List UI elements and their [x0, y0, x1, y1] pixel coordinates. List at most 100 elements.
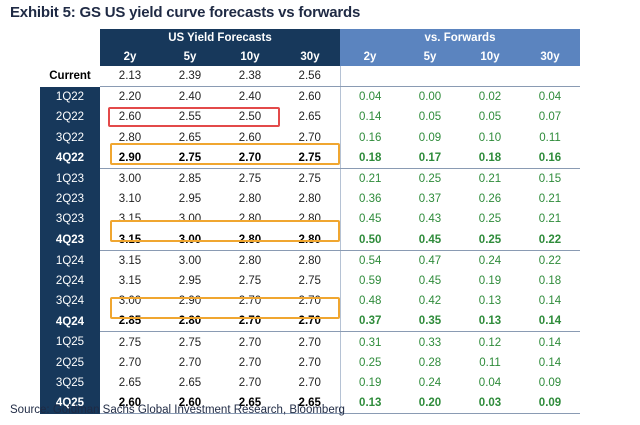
row-label: 2Q24 [40, 270, 100, 292]
forecast-cell: 2.75 [160, 331, 220, 353]
forward-diff-cell: 0.43 [400, 209, 460, 230]
exhibit-title: Exhibit 5: GS US yield curve forecasts v… [10, 4, 361, 21]
forecast-cell: 2.60 [280, 86, 340, 108]
forecast-cell: 3.10 [100, 189, 160, 210]
forecast-cell: 2.95 [160, 270, 220, 292]
table-row: Current 2.13 2.39 2.38 2.56 [40, 66, 580, 88]
forecast-cell: 2.75 [220, 168, 280, 190]
forward-diff-cell: 0.37 [339, 311, 400, 333]
col-header-forward-2y: 2y [340, 47, 400, 66]
forecast-cell: 2.75 [220, 270, 280, 292]
table-row: 2Q25 2.70 2.70 2.70 2.70 0.25 0.28 0.11 0.14 [40, 352, 580, 373]
forecast-cell: 3.15 [100, 209, 160, 230]
forward-diff-cell: 0.19 [339, 372, 400, 393]
forward-diff-cell: 0.59 [339, 270, 400, 292]
forecast-cell: 2.70 [280, 331, 340, 353]
forward-diff-cell: 0.19 [460, 270, 520, 292]
forward-diff-cell: 0.25 [460, 209, 520, 230]
forecast-cell: 2.70 [220, 331, 280, 353]
forecast-cell: 2.50 [220, 107, 280, 128]
forward-diff-cell: 0.14 [520, 352, 580, 373]
forward-diff-cell: 0.13 [460, 311, 520, 333]
forward-diff-cell: 0.15 [520, 168, 580, 190]
forward-diff-cell: 0.05 [400, 107, 460, 128]
forward-diff-cell: 0.35 [400, 311, 460, 333]
forward-diff-cell: 0.25 [460, 229, 520, 251]
col-header-forecast-10y: 10y [220, 47, 280, 66]
forecast-cell: 3.00 [160, 209, 220, 230]
yield-forecast-table: US Yield Forecasts vs. Forwards 2y 5y 10… [40, 29, 580, 415]
forward-diff-cell: 0.11 [460, 352, 520, 373]
table-row: 1Q23 3.00 2.85 2.75 2.75 0.21 0.25 0.21 0.15 [40, 168, 580, 190]
forward-diff-cell: 0.04 [460, 372, 520, 393]
forecast-cell: 2.85 [100, 311, 160, 333]
forward-diff-cell: 0.28 [400, 352, 460, 373]
forward-diff-cell: 0.24 [400, 372, 460, 393]
forward-diff-cell: 0.45 [400, 270, 460, 292]
row-label: 2Q22 [40, 107, 100, 128]
forward-diff-cell: 0.00 [400, 86, 460, 108]
forward-diff-cell: 0.14 [520, 311, 580, 333]
forward-diff-cell: 0.12 [460, 331, 520, 353]
forecast-cell: 2.60 [160, 393, 220, 415]
forecast-cell: 2.70 [280, 352, 340, 373]
table-row: 2Q22 2.60 2.55 2.50 2.65 0.14 0.05 0.05 0.07 [40, 107, 580, 128]
forecast-cell: 2.65 [280, 107, 340, 128]
row-label: 4Q22 [40, 147, 100, 169]
forecast-cell: 2.70 [280, 372, 340, 393]
forecast-cell: 2.60 [220, 127, 280, 148]
forward-diff-cell: 0.05 [460, 107, 520, 128]
forward-diff-cell: 0.11 [520, 127, 580, 148]
forward-diff-cell: 0.07 [520, 107, 580, 128]
highlight-box-2q22 [108, 107, 280, 127]
col-header-forward-30y: 30y [520, 47, 580, 66]
col-header-forward-5y: 5y [400, 47, 460, 66]
forward-diff-cell: 0.33 [400, 331, 460, 353]
corner-cell [40, 29, 100, 47]
forward-diff-cell: 0.18 [339, 147, 400, 169]
forecast-cell: 2.60 [100, 107, 160, 128]
forward-diff-cell [520, 66, 580, 88]
col-header-forward-10y: 10y [460, 47, 520, 66]
forward-diff-cell: 0.13 [339, 393, 400, 415]
forward-diff-cell [460, 66, 520, 88]
forecast-cell: 2.60 [100, 393, 160, 415]
forecast-cell: 2.65 [220, 393, 280, 415]
forecast-cell: 2.75 [280, 270, 340, 292]
forward-diff-cell: 0.45 [339, 209, 400, 230]
row-label: 3Q23 [40, 209, 100, 230]
forecast-cell: 2.80 [220, 189, 280, 210]
corner-cell [40, 47, 100, 66]
forward-diff-cell: 0.13 [460, 291, 520, 312]
table-row: 4Q23 3.15 3.00 2.80 2.80 0.50 0.45 0.25 0.22 [40, 229, 580, 251]
forward-diff-cell: 0.36 [339, 189, 400, 210]
row-label: Current [40, 66, 100, 87]
row-label: 3Q25 [40, 372, 100, 393]
forward-diff-cell: 0.31 [339, 331, 400, 353]
table-row: 1Q25 2.75 2.75 2.70 2.70 0.31 0.33 0.12 0.14 [40, 331, 580, 353]
forecast-cell: 2.70 [220, 311, 280, 333]
row-label: 4Q25 [40, 393, 100, 414]
forecast-cell: 2.40 [220, 86, 280, 108]
forecast-cell: 2.38 [220, 66, 280, 88]
forward-diff-cell: 0.54 [339, 250, 400, 271]
forecast-cell: 3.15 [100, 270, 160, 292]
forward-diff-cell: 0.09 [520, 393, 580, 415]
forecast-cell: 2.75 [100, 331, 160, 353]
forecast-cell: 2.65 [100, 372, 160, 393]
forecasts-group-header: US Yield Forecasts [100, 29, 340, 47]
forecast-cell: 2.65 [280, 393, 340, 415]
forward-diff-cell: 0.09 [400, 127, 460, 148]
forecast-cell: 2.80 [220, 250, 280, 271]
table-row: 2Q24 3.15 2.95 2.75 2.75 0.59 0.45 0.19 0.18 [40, 270, 580, 292]
forecast-cell: 2.70 [220, 372, 280, 393]
table-row: 4Q24 2.85 2.80 2.70 2.70 0.37 0.35 0.13 0.14 [40, 311, 580, 333]
forecast-cell: 2.65 [160, 372, 220, 393]
forecast-cell: 2.70 [220, 352, 280, 373]
forecast-cell: 2.80 [100, 127, 160, 148]
forward-diff-cell: 0.16 [520, 147, 580, 169]
forward-diff-cell [339, 66, 400, 88]
forward-diff-cell: 0.18 [520, 270, 580, 292]
forward-diff-cell: 0.37 [400, 189, 460, 210]
col-header-forecast-5y: 5y [160, 47, 220, 66]
